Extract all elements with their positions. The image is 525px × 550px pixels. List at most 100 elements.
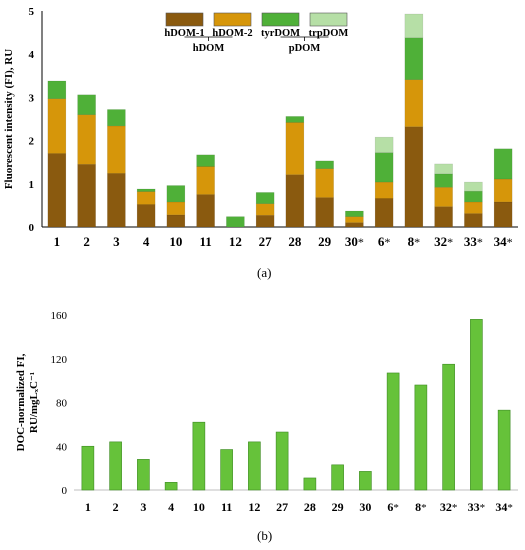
bar-segment-hdom-2 <box>196 166 215 195</box>
x-tick-label: 6* <box>387 500 399 514</box>
x-tick-label: 4 <box>143 234 150 249</box>
bar-segment-hdom-1 <box>166 214 186 228</box>
bar-segment-hdom-2 <box>345 216 364 223</box>
bar-segment-hdom-2 <box>404 79 424 128</box>
bar-segment-hdom-1 <box>285 174 305 228</box>
x-tick-label: 30 <box>359 500 371 514</box>
x-tick-label: 34* <box>494 234 513 249</box>
bar <box>275 431 289 491</box>
bar-segment-tyrdom <box>107 109 126 127</box>
bar <box>442 363 455 491</box>
x-tick-label: 3 <box>140 500 146 514</box>
bar-segment-tyrdom <box>464 190 483 203</box>
bar-segment-hdom-2 <box>47 98 67 154</box>
y-tick-label: 160 <box>51 310 68 322</box>
legend-group-label: hDOM <box>193 43 225 54</box>
legend-label: trpDOM <box>309 28 349 39</box>
bar-segment-tyrdom <box>255 192 275 204</box>
bar-segment-tyrdom <box>166 185 186 203</box>
bar-segment-hdom-1 <box>107 173 126 228</box>
x-tick-label: 28 <box>304 500 316 514</box>
bar-segment-hdom-1 <box>404 126 424 228</box>
bar-segment-hdom-1 <box>77 164 96 228</box>
bar-segment-hdom-1 <box>493 201 513 228</box>
bar-segment-hdom-1 <box>345 222 364 228</box>
bar-segment-trpdom <box>464 181 483 192</box>
legend-swatch <box>309 12 348 27</box>
x-tick-label: 6* <box>378 234 391 249</box>
legend-label: hDOM-1 <box>164 28 204 39</box>
chart-b-bars: 0 40 80 120 160 DOC-normalized FI,RU/mgLₓC⁻¹ 1… <box>15 310 518 514</box>
bar-segment-hdom-1 <box>136 204 156 228</box>
bar <box>137 459 150 491</box>
x-tick-label: 12 <box>248 500 260 514</box>
bar-segment-hdom-1 <box>315 197 334 228</box>
y-tick-label: 120 <box>51 354 68 366</box>
bar <box>470 319 483 491</box>
x-tick-label: 2 <box>83 234 90 249</box>
bar-segment-tyrdom <box>285 116 305 123</box>
bar-segment-hdom-1 <box>47 153 67 228</box>
bar-segment-hdom-1 <box>464 213 483 228</box>
x-tick-label: 1 <box>54 234 61 249</box>
bar-segment-tyrdom <box>434 173 453 188</box>
y-axis-title: DOC-normalized FI,RU/mgLₓC⁻¹ <box>15 353 40 451</box>
y-tick-label: 5 <box>29 6 35 18</box>
bar-segment-hdom-2 <box>374 181 394 199</box>
legend-label: hDOM-2 <box>212 28 252 39</box>
x-tick-label: 27 <box>259 234 273 249</box>
x-tick-label: 1 <box>85 500 91 514</box>
x-tick-label: 34* <box>495 500 513 514</box>
bar <box>303 477 317 491</box>
bar <box>359 471 372 491</box>
x-tick-label: 33* <box>464 234 483 249</box>
x-tick-label: 8* <box>408 234 421 249</box>
x-tick-label: 32* <box>440 500 458 514</box>
bar <box>497 409 511 491</box>
bar-segment-trpdom <box>374 136 394 153</box>
panel-label-b: (b) <box>257 528 273 543</box>
bar-segment-hdom-1 <box>374 198 394 228</box>
bar <box>386 372 400 491</box>
bar-segment-tyrdom <box>404 37 424 80</box>
x-tick-label: 29 <box>318 234 332 249</box>
bar-segment-hdom-2 <box>136 191 156 205</box>
x-tick-label: 29 <box>332 500 344 514</box>
x-tick-label: 10 <box>193 500 205 514</box>
bar-segment-hdom-1 <box>434 206 453 228</box>
bar-segment-trpdom <box>434 163 453 175</box>
y-tick-label: 4 <box>29 49 35 61</box>
x-tick-label: 33* <box>468 500 486 514</box>
legend-swatch <box>213 12 252 27</box>
bar-segment-tyrdom <box>345 210 364 217</box>
bar-segment-hdom-2 <box>315 168 334 198</box>
bar-segment-tyrdom <box>77 94 96 115</box>
bar-segment-hdom-2 <box>285 122 305 175</box>
panel-label-a: (a) <box>257 265 272 280</box>
x-tick-label: 28 <box>288 234 302 249</box>
bar-segment-hdom-1 <box>255 215 275 228</box>
bar <box>192 421 206 491</box>
bar-segment-tyrdom <box>374 152 394 183</box>
x-tick-label: 30* <box>345 234 364 249</box>
legend-swatch <box>261 12 300 27</box>
bar-segment-hdom-2 <box>107 125 126 174</box>
y-tick-label: 80 <box>56 398 68 410</box>
x-tick-label: 27 <box>276 500 288 514</box>
bar-segment-hdom-2 <box>166 201 186 216</box>
y-axis-title: Fluorescent intensity (FI), RU <box>3 49 15 189</box>
legend-swatch <box>165 12 204 27</box>
bar-segment-tyrdom <box>226 216 245 228</box>
x-tick-label: 2 <box>113 500 119 514</box>
bar <box>164 482 178 491</box>
x-tick-label: 10 <box>169 234 182 249</box>
bar <box>248 441 261 491</box>
x-tick-label: 3 <box>113 234 120 249</box>
bar-segment-hdom-1 <box>196 194 215 228</box>
bar <box>220 449 233 491</box>
legend-label: tyrDOM <box>261 28 300 39</box>
y-tick-label: 1 <box>29 179 35 191</box>
bar-segment-tyrdom <box>315 160 334 169</box>
bar <box>109 441 122 491</box>
